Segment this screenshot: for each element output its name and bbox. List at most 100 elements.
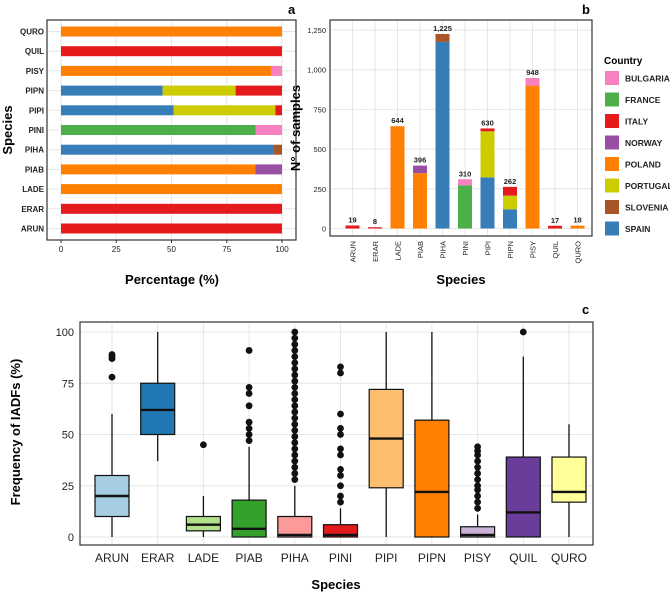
panel-c-y-tick-label: 0 [68, 532, 74, 544]
panel-a-y-tick-label: PISY [26, 67, 45, 76]
bar-a-arun-italy [61, 223, 282, 234]
panel-b-y-tick-label: 750 [313, 105, 326, 114]
bar-a-quro-poland [61, 26, 282, 37]
box-piab-outlier [245, 383, 253, 391]
panel-a-y-tick-label: QURO [20, 28, 44, 37]
panel-a-y-tick-label: PIPI [29, 106, 44, 115]
bar-b-pipn-spain [503, 209, 517, 229]
panel-c-boxes [94, 328, 587, 538]
box-pini-outlier [337, 431, 344, 438]
panel-a-y-tick-label: LADE [22, 185, 44, 194]
box-piha-outlier [291, 396, 299, 404]
box-piha-outlier [291, 377, 299, 385]
bar-b-piha-spain [435, 41, 450, 229]
box-piha-outlier [291, 420, 299, 428]
box-quro [551, 456, 587, 503]
panel-b-x-tick-label: ARUN [349, 241, 358, 262]
panel-b-y-axis-label: N° of samples [288, 85, 303, 171]
panel-c-y-tick-label: 75 [62, 378, 74, 390]
legend-label-portugal: PORTUGAL [625, 181, 670, 191]
panel-b-x-tick-labels: ARUN ERAR LADE PIAB PIHA PINI PIPI PIPN PISY QUIL… [349, 240, 583, 263]
bar-a-pipn-italy [235, 85, 282, 96]
panel-c-y-tick-label: 100 [56, 327, 74, 339]
bar-b-pipi-italy [480, 128, 495, 132]
panel-b-x-tick-label: QUIL [551, 241, 560, 259]
panel-c-y-tick-label: 25 [62, 481, 74, 493]
box-piha-outlier [291, 383, 299, 391]
total-label-pipn: 262 [504, 177, 517, 186]
bar-b-erar-italy [368, 227, 382, 229]
panel-b-x-tick-label: ERAR [371, 240, 380, 261]
legend-swatch-spain [605, 221, 619, 236]
box-pini-outlier [337, 492, 344, 500]
bar-a-pipn-portugal [162, 85, 236, 96]
box-pisy-outlier [474, 492, 481, 500]
legend-label-bulgaria: BULGARIA [625, 74, 670, 84]
panel-c-x-tick-label: QURO [551, 551, 587, 565]
legend-swatch-norway [605, 135, 619, 150]
box-pisy-outlier [474, 504, 481, 512]
bar-a-lade-poland [61, 184, 282, 195]
total-label-pipi: 630 [481, 118, 494, 127]
country-legend: Country BULGARIA FRANCE ITALY NORWAY POLAND P… [604, 56, 670, 236]
bar-b-pini-bulgaria [458, 179, 472, 186]
box-piha-outlier [291, 371, 299, 379]
bar-b-pipn-portugal [503, 195, 517, 210]
panel-b-y-tick-label: 500 [313, 145, 326, 154]
box-pini-outlier [337, 445, 344, 453]
panel-b-y-tick-labels: 0 250 500 750 1,000 1,250 [307, 26, 326, 234]
bar-b-pini-france [458, 185, 472, 229]
legend-swatch-france [605, 92, 619, 107]
box-piab-outlier [245, 390, 253, 397]
legend-label-spain: SPAIN [625, 224, 650, 234]
box-piha-outlier [291, 476, 299, 483]
box-arun-outlier [108, 373, 116, 381]
panel-a-y-tick-label: PIAB [25, 165, 44, 174]
panel-a-label: a [288, 2, 296, 17]
panel-c-y-axis-label: Frequency of IADFs (%) [8, 359, 23, 506]
bar-a-erar-italy [61, 203, 282, 214]
box-pini-outlier [337, 451, 344, 459]
box-pisy-outlier [474, 457, 481, 465]
box-piha-outlier [291, 328, 299, 336]
panel-a-x-tick-label: 25 [112, 245, 121, 254]
box-piha-outlier [291, 408, 299, 416]
bar-b-pisy-bulgaria [525, 77, 540, 86]
box-piha-outlier [291, 402, 299, 410]
box-piha-outlier [291, 445, 299, 453]
legend-swatch-portugal [605, 178, 619, 193]
legend-label-norway: NORWAY [625, 138, 663, 148]
bar-a-quil-italy [61, 46, 282, 57]
panel-a-y-axis-label: Species [0, 105, 15, 154]
box-pini-outlier [337, 465, 344, 473]
box-piha-outlier [291, 433, 299, 440]
panel-b-x-tick-label: PISY [529, 241, 538, 258]
panel-c-x-tick-label: PIPN [418, 551, 446, 565]
panel-b-total-labels: 19 8 644 396 1,225 310 630 262 948 17 18 [348, 24, 581, 226]
bar-a-piha-slovenia [273, 144, 282, 155]
legend-label-slovenia: SLOVENIA [625, 203, 668, 213]
panel-a-y-tick-label: PIPN [25, 87, 44, 96]
box-pini-outlier [337, 410, 344, 418]
total-label-pini: 310 [459, 169, 472, 178]
bar-b-pipi-portugal [480, 131, 495, 178]
panel-c-x-tick-labels: ARUN ERAR LADE PIAB PIHA PINI PIPI PIPN PISY QUIL… [95, 551, 587, 565]
box-piha [277, 515, 313, 538]
box-piha-outlier [291, 463, 299, 471]
panel-b-y-tick-label: 250 [313, 185, 326, 194]
total-label-piab: 396 [414, 156, 427, 165]
panel-c-x-tick-label: LADE [188, 551, 219, 565]
bar-a-piha-spain [61, 144, 274, 155]
legend-swatch-bulgaria [605, 71, 619, 85]
total-label-lade: 644 [391, 116, 404, 125]
total-label-piha: 1,225 [433, 24, 452, 33]
legend-swatch-slovenia [605, 200, 619, 214]
box-lade-outlier [200, 441, 207, 449]
panel-b-y-tick-label: 1,000 [307, 66, 326, 75]
box-pini-outlier [337, 363, 344, 371]
panel-a-x-tick-label: 50 [167, 245, 176, 254]
box-piha-outlier [291, 347, 299, 354]
bar-b-pipi-spain [480, 177, 495, 229]
bar-b-piha-slovenia [435, 33, 450, 42]
